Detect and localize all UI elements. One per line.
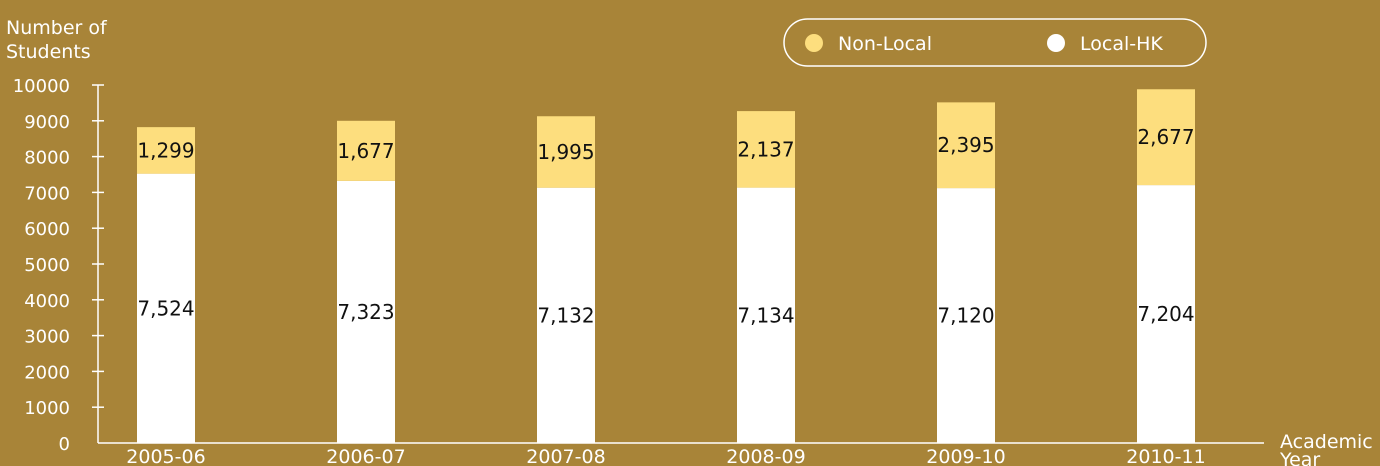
bar-local-hk [737,187,795,443]
data-label-local-hk: 7,120 [937,304,994,328]
axes: 0 1000 2000 3000 4000 5000 6000 7000 8000 9000 100… [13,76,1264,466]
data-label-non-local: 1,995 [537,140,594,164]
bar-local-hk [1137,185,1195,443]
bar-non-local [737,111,795,188]
bar-local-hk [337,180,395,443]
bar-non-local [937,102,995,189]
x-tick-label: 2009-10 [926,446,1005,466]
x-tick-label: 2008-09 [726,446,805,466]
legend-frame [783,18,1207,67]
legend-label-non-local: Non-Local [838,33,932,55]
y-axis-title-line-2: Students [6,41,91,63]
bar-non-local [137,127,195,174]
data-label-local-hk: 7,204 [1137,302,1194,326]
y-tick-label: 5000 [24,255,70,276]
data-label-non-local: 2,395 [937,133,994,157]
y-tick-label: 4000 [24,291,70,312]
legend-label-local-hk: Local-HK [1080,33,1163,55]
legend: Non-Local Local-HK [783,18,1207,67]
legend-swatch-non-local [805,34,823,52]
data-label-local-hk: 7,323 [337,300,394,324]
y-tick-label: 1000 [24,398,70,419]
bar-local-hk [137,173,195,443]
data-label-local-hk: 7,132 [537,303,594,327]
data-label-non-local: 1,299 [137,138,194,162]
data-label-non-local: 2,677 [1137,125,1194,149]
bar-local-hk [537,187,595,443]
legend-swatch-local-hk [1047,34,1065,52]
data-label-local-hk: 7,134 [737,303,794,327]
bar-non-local [1137,89,1195,186]
y-tick-label: 3000 [24,327,70,348]
y-tick-label: 0 [59,434,70,455]
y-axis-title-line-1: Number of [6,17,108,39]
x-tick-label: 2005-06 [126,446,205,466]
bar-local-hk [937,188,995,443]
y-tick-label: 2000 [24,362,70,383]
y-tick-label: 10000 [13,76,70,97]
x-tick-label: 2010-11 [1126,446,1205,466]
bar-non-local [537,116,595,188]
x-tick-label: 2007-08 [526,446,605,466]
y-tick-label: 7000 [24,183,70,204]
x-axis-title-line-2: Year [1279,449,1320,466]
bars: 7,524 1,299 7,323 1,677 7,132 1,995 7,134 2,137… [137,89,1195,443]
data-label-non-local: 1,677 [337,139,394,163]
data-label-local-hk: 7,524 [137,296,194,320]
x-axis-title-line-1: Academic [1280,431,1373,453]
y-tick-label: 8000 [24,148,70,169]
data-label-non-local: 2,137 [737,137,794,161]
y-tick-label: 6000 [24,219,70,240]
y-tick-label: 9000 [24,112,70,133]
x-tick-label: 2006-07 [326,446,405,466]
bar-non-local [337,120,395,181]
